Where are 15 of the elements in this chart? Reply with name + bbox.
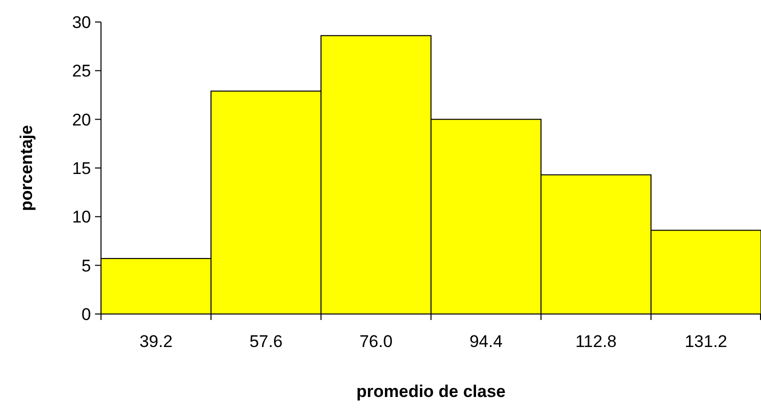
y-tick-label: 10 [72, 208, 91, 227]
y-tick-label: 5 [82, 256, 91, 276]
y-tick-label: 0 [82, 304, 91, 324]
y-tick-label: 20 [72, 110, 91, 130]
y-tick-label: 25 [72, 62, 91, 81]
x-tick-label: 76.0 [359, 332, 393, 351]
y-axis-title: porcentaje [17, 125, 36, 211]
x-tick-label: 131.2 [684, 332, 728, 351]
y-tick-label: 15 [72, 158, 91, 178]
x-tick-label: 57.6 [249, 332, 283, 351]
x-tick-label: 94.4 [469, 332, 503, 351]
y-tick-label: 30 [72, 12, 91, 32]
x-axis-title: promedio de clase [356, 382, 506, 401]
x-tick-label: 39.2 [139, 332, 173, 351]
x-tick-label: 112.8 [575, 332, 617, 351]
